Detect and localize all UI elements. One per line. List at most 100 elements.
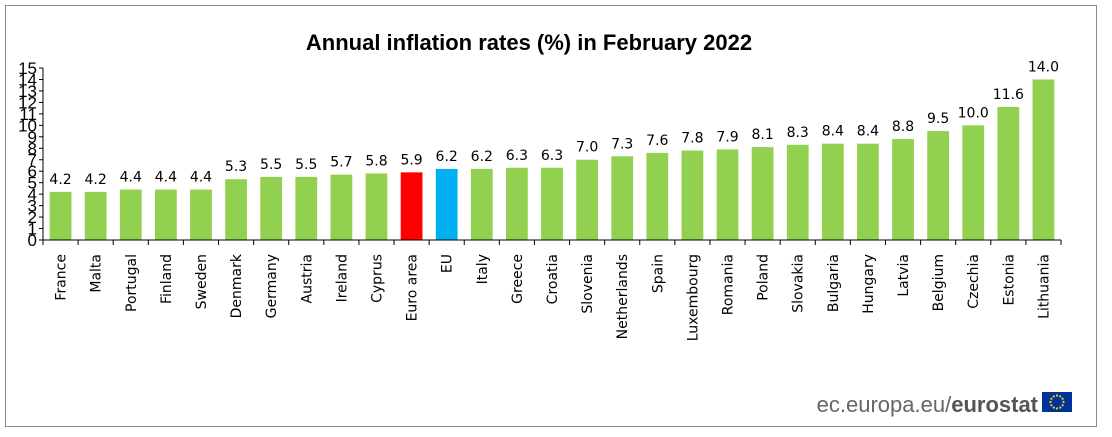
flag-star <box>1062 400 1065 404</box>
flag-star <box>1059 395 1062 398</box>
bar <box>49 191 72 240</box>
data-label: 4.4 <box>155 170 177 186</box>
y-tick-label: 15 <box>18 59 37 78</box>
bar <box>857 143 879 240</box>
bar <box>506 167 528 240</box>
data-label: 14.0 <box>1028 59 1059 75</box>
y-tick-label: 13 <box>18 82 37 101</box>
x-tick-label: Slovenia <box>580 254 596 314</box>
flag-star <box>1049 400 1052 404</box>
data-labels-group: 4.2 4.2 4.4 4.4 4.4 5.3 5.5 5.5 5.7 5.8 5.9 6.2 6.2 6… <box>49 59 1059 187</box>
flag-star <box>1061 404 1064 407</box>
flag-star <box>1055 394 1059 397</box>
x-tick-label: Poland <box>756 254 772 301</box>
x-tick-label: Spain <box>650 254 666 293</box>
x-tick-label: Sweden <box>194 254 210 309</box>
x-tick-label: Portugal <box>124 254 140 312</box>
bar <box>225 179 247 240</box>
y-tick-label: 11 <box>19 105 37 124</box>
y-tick-label: 4 <box>28 185 37 204</box>
bar <box>997 106 1020 240</box>
y-tick-label: 14 <box>18 70 37 89</box>
bar <box>295 176 318 240</box>
data-label: 4.4 <box>120 170 142 186</box>
x-tick-label: Ireland <box>334 254 350 302</box>
x-tick-label: Cyprus <box>369 254 385 303</box>
data-label: 5.5 <box>260 157 282 173</box>
y-tick-label: 9 <box>28 128 37 147</box>
x-tick-label: Italy <box>475 254 491 284</box>
bar <box>821 143 844 240</box>
x-tick-label: Bulgaria <box>826 254 842 312</box>
bar <box>84 191 107 240</box>
bar <box>435 168 458 240</box>
bar <box>190 189 212 240</box>
flag-star <box>1055 407 1059 410</box>
x-tick-label: Croatia <box>545 254 561 304</box>
data-label: 9.5 <box>927 111 949 127</box>
x-tick-label: Estonia <box>1001 254 1017 306</box>
y-tick-label: 0 <box>28 231 37 250</box>
y-tick-label: 2 <box>28 208 37 227</box>
x-axis: France Malta Portugal Finland Sweden Denmark G… <box>42 239 1062 341</box>
x-tick-label: Netherlands <box>615 254 631 339</box>
flag-star <box>1052 406 1055 409</box>
x-tick-label: Luxembourg <box>685 254 701 341</box>
eu-flag-icon <box>1042 392 1072 412</box>
bar <box>611 156 634 240</box>
data-label: 6.3 <box>506 148 528 164</box>
bar-chart: Annual inflation rates (%) in February 2… <box>18 30 1072 417</box>
svg-text:ec.europa.eu/eurostat: ec.europa.eu/eurostat <box>817 392 1039 417</box>
x-tick-label: Hungary <box>861 254 877 314</box>
bar <box>330 174 353 240</box>
data-label: 5.7 <box>330 155 352 171</box>
x-tick-label: EU <box>440 254 456 273</box>
bar <box>119 189 142 240</box>
flag-star <box>1052 395 1055 398</box>
bar <box>400 172 423 240</box>
bar <box>1032 79 1055 240</box>
source-prefix: ec.europa.eu/ <box>817 392 952 417</box>
y-tick-label: 8 <box>28 139 37 158</box>
x-tick-label: Romania <box>721 254 737 315</box>
x-tick-label: Slovakia <box>791 254 807 313</box>
bar <box>154 189 177 240</box>
x-tick-label: Denmark <box>229 253 245 318</box>
flag-star <box>1050 404 1053 407</box>
x-tick-label: Malta <box>89 254 105 293</box>
data-label: 5.9 <box>400 152 422 168</box>
bar <box>786 144 809 240</box>
bar <box>892 139 914 240</box>
bar <box>365 173 388 240</box>
bars-group <box>49 79 1055 240</box>
x-tick-label: Belgium <box>931 254 947 311</box>
x-tick-label: Czechia <box>966 254 982 309</box>
bar <box>470 168 493 240</box>
data-label: 6.2 <box>471 149 493 165</box>
bar <box>962 125 985 240</box>
chart-title: Annual inflation rates (%) in February 2… <box>306 30 752 55</box>
data-label: 8.8 <box>892 119 914 135</box>
chart-frame: Annual inflation rates (%) in February 2… <box>5 5 1097 427</box>
y-tick-label: 5 <box>28 174 37 193</box>
x-tick-label: Lithuania <box>1036 254 1052 319</box>
x-tick-label: Germany <box>264 254 280 318</box>
x-tick-label: Greece <box>510 254 526 304</box>
bar <box>541 167 563 240</box>
data-label: 8.3 <box>787 125 809 141</box>
data-label: 5.3 <box>225 159 247 175</box>
bar <box>576 159 598 240</box>
y-tick-label: 1 <box>28 220 37 239</box>
x-tick-label: Latvia <box>896 254 912 297</box>
x-tick-label: Euro area <box>405 254 421 321</box>
data-label: 4.2 <box>49 172 71 188</box>
bar <box>260 176 283 240</box>
data-label: 5.5 <box>295 157 317 173</box>
y-tick-label: 10 <box>18 116 37 135</box>
data-label: 7.3 <box>611 136 633 152</box>
data-label: 8.1 <box>751 127 773 143</box>
data-label: 7.0 <box>576 140 598 156</box>
y-tick-label: 7 <box>28 151 37 170</box>
bar <box>716 149 739 240</box>
